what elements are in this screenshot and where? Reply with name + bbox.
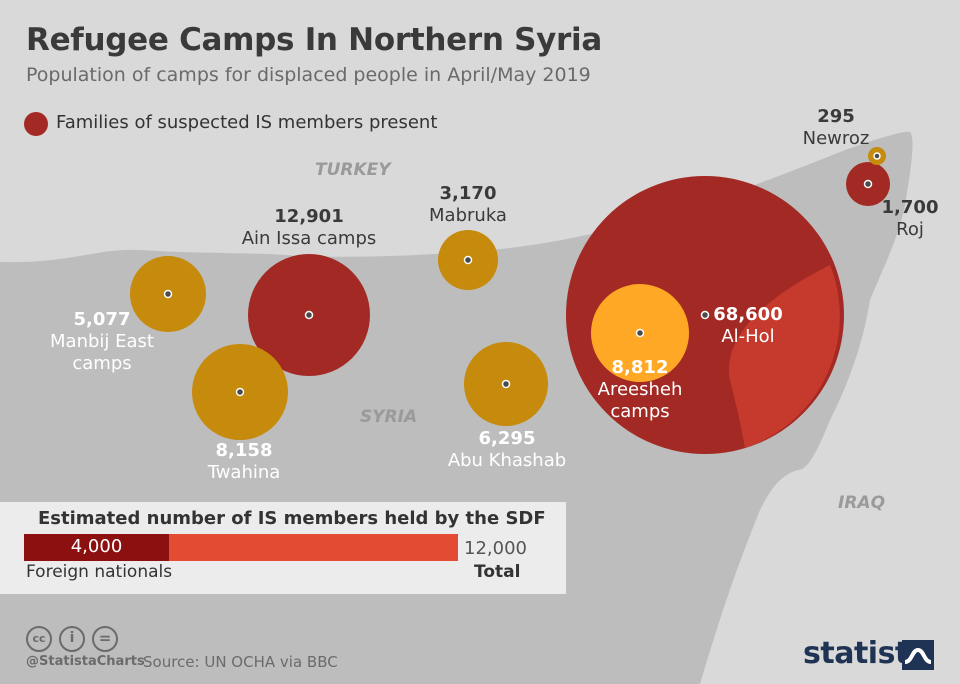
- camp-name: Newroz: [802, 128, 870, 149]
- camp-name-line: Manbij East: [50, 331, 154, 352]
- camp-value: 5,077: [73, 309, 131, 330]
- camp-value: 8,158: [215, 440, 273, 461]
- country-label-syria: SYRIA: [360, 407, 418, 427]
- camp-label-al-hol: 68,600 Al-Hol: [700, 304, 796, 348]
- camp-name-line: Areesheh: [597, 379, 683, 400]
- camp-al-hol-overlap: [728, 265, 840, 448]
- camp-name: Al-Hol: [721, 326, 775, 347]
- camp-label-newroz: 295 Newroz: [788, 106, 884, 150]
- camp-label-twahina: 8,158 Twahina: [184, 440, 304, 484]
- camp-label-roj: 1,700 Roj: [870, 197, 950, 241]
- camp-label-ain-issa: 12,901 Ain Issa camps: [224, 206, 394, 250]
- sdf-foreign-value: 4,000: [70, 536, 123, 557]
- sdf-total-value: 12,000: [464, 538, 527, 559]
- nd-icon[interactable]: =: [92, 626, 118, 652]
- camp-value: 6,295: [478, 428, 536, 449]
- legend-families-label: Families of suspected IS members present: [56, 112, 438, 133]
- camp-label-manbij-east: 5,077 Manbij East camps: [42, 309, 162, 375]
- camp-name: Twahina: [207, 462, 281, 483]
- source-text: Source: UN OCHA via BBC: [143, 653, 338, 671]
- camp-name: Roj: [896, 219, 924, 240]
- sdf-total-label: Total: [474, 562, 521, 582]
- camp-name-line: camps: [610, 401, 670, 422]
- camp-label-mabruka: 3,170 Mabruka: [408, 183, 528, 227]
- statista-logo-icon: [902, 640, 934, 670]
- camp-name-line: camps: [72, 353, 132, 374]
- sdf-title: Estimated number of IS members held by t…: [38, 508, 546, 529]
- country-label-turkey: TURKEY: [315, 160, 391, 180]
- camp-name: Ain Issa camps: [241, 228, 377, 249]
- camp-name: Mabruka: [429, 205, 507, 226]
- camp-value: 1,700: [881, 197, 939, 218]
- camp-value: 295: [817, 106, 855, 127]
- camp-value: 8,812: [611, 357, 669, 378]
- camp-center-dots: [163, 152, 881, 397]
- legend-families-marker: [24, 112, 48, 136]
- page-title: Refugee Camps In Northern Syria: [26, 22, 602, 58]
- country-label-iraq: IRAQ: [838, 493, 886, 513]
- camp-name: Abu Khashab: [447, 450, 567, 471]
- twitter-handle[interactable]: @StatistaCharts: [26, 654, 145, 669]
- sdf-foreign-bar: [24, 534, 169, 561]
- sdf-foreign-label: Foreign nationals: [26, 562, 173, 582]
- camp-label-abu-khashab: 6,295 Abu Khashab: [432, 428, 582, 472]
- camp-label-areesheh: 8,812 Areesheh camps: [580, 357, 700, 423]
- camp-value: 68,600: [713, 304, 783, 325]
- cc-icon[interactable]: cc: [26, 626, 52, 652]
- by-icon[interactable]: i: [59, 626, 85, 652]
- camp-value: 3,170: [439, 183, 497, 204]
- camp-value: 12,901: [274, 206, 344, 227]
- page-subtitle: Population of camps for displaced people…: [26, 64, 591, 86]
